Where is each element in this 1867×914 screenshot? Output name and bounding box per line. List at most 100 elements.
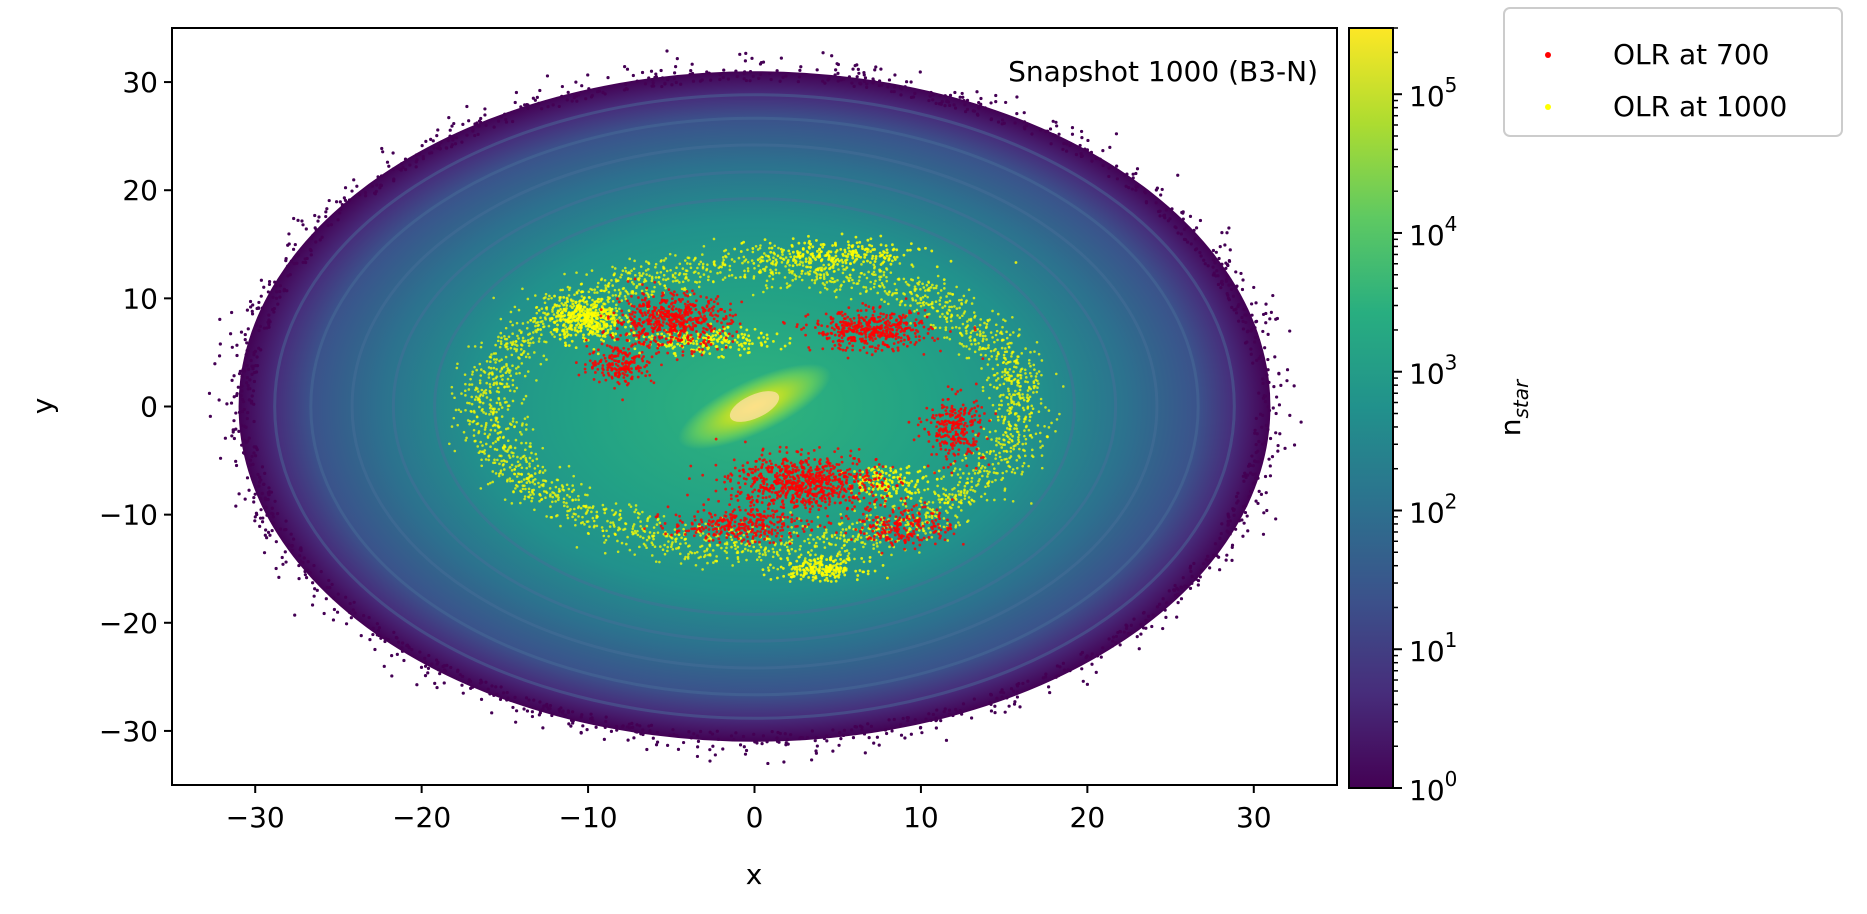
edge-star bbox=[331, 618, 336, 622]
edge-star bbox=[505, 690, 509, 695]
scatter-point bbox=[510, 343, 514, 347]
edge-star bbox=[1080, 154, 1084, 158]
scatter-point bbox=[801, 261, 804, 264]
scatter-point bbox=[555, 315, 558, 319]
scatter-point bbox=[641, 536, 645, 540]
scatter-point bbox=[992, 471, 996, 474]
scatter-point bbox=[992, 374, 996, 377]
scatter-point bbox=[464, 408, 467, 412]
edge-star bbox=[1243, 313, 1247, 317]
scatter-point bbox=[810, 278, 814, 282]
scatter-point bbox=[500, 415, 504, 418]
scatter-point bbox=[838, 288, 842, 291]
scatter-point bbox=[841, 264, 844, 268]
edge-star bbox=[312, 594, 316, 598]
scatter-point bbox=[879, 234, 883, 238]
scatter-point bbox=[712, 561, 715, 564]
scatter-point bbox=[1018, 397, 1022, 400]
scatter-point bbox=[930, 508, 934, 512]
scatter-point bbox=[1039, 446, 1042, 449]
scatter-point bbox=[851, 522, 854, 526]
scatter-point bbox=[650, 554, 654, 557]
edge-star bbox=[1139, 623, 1143, 627]
scatter-point bbox=[870, 257, 874, 260]
scatter-series bbox=[448, 232, 1065, 583]
scatter-point bbox=[1035, 390, 1039, 394]
scatter-point bbox=[771, 547, 775, 551]
edge-star bbox=[1261, 329, 1265, 334]
edge-star bbox=[486, 687, 490, 691]
edge-star bbox=[722, 68, 726, 72]
edge-star bbox=[255, 512, 259, 517]
edge-star bbox=[995, 696, 999, 700]
scatter-point bbox=[499, 382, 503, 386]
edge-star bbox=[1237, 319, 1241, 323]
scatter-point bbox=[545, 358, 548, 361]
scatter-point bbox=[544, 340, 548, 344]
edge-star bbox=[781, 75, 785, 79]
scatter-point bbox=[555, 478, 559, 482]
edge-star bbox=[447, 116, 451, 120]
scatter-point bbox=[824, 528, 828, 532]
edge-star bbox=[483, 107, 487, 111]
scatter-point bbox=[1054, 372, 1058, 376]
edge-star bbox=[654, 743, 659, 747]
scatter-point bbox=[1009, 397, 1013, 401]
edge-star bbox=[281, 562, 285, 566]
scatter-point bbox=[776, 254, 780, 258]
edge-star bbox=[778, 79, 782, 83]
scatter-point bbox=[987, 346, 990, 350]
edge-star bbox=[1255, 432, 1259, 436]
edge-star bbox=[296, 254, 300, 258]
edge-star bbox=[311, 581, 315, 585]
scatter-point bbox=[674, 540, 678, 543]
edge-star bbox=[1253, 428, 1257, 432]
edge-star bbox=[1299, 420, 1303, 424]
scatter-point bbox=[810, 252, 814, 256]
edge-star bbox=[244, 381, 249, 385]
scatter-point bbox=[1030, 411, 1034, 415]
scatter-point bbox=[634, 292, 638, 295]
scatter-point bbox=[561, 328, 565, 332]
scatter-point bbox=[830, 534, 834, 537]
scatter-point bbox=[1012, 370, 1015, 373]
scatter-point bbox=[849, 262, 852, 266]
scatter-point bbox=[850, 286, 854, 290]
edge-star bbox=[1164, 208, 1169, 212]
scatter-point bbox=[887, 258, 891, 262]
scatter-point bbox=[878, 278, 882, 281]
edge-star bbox=[769, 77, 773, 82]
edge-star bbox=[419, 665, 424, 669]
scatter-point bbox=[967, 288, 971, 292]
scatter-point bbox=[524, 394, 528, 398]
scatter-point bbox=[985, 338, 988, 341]
scatter-point bbox=[578, 310, 582, 314]
edge-star bbox=[483, 113, 487, 117]
scatter-point bbox=[527, 495, 531, 499]
scatter-point bbox=[538, 499, 541, 503]
scatter-point bbox=[619, 509, 622, 513]
edge-star bbox=[296, 218, 300, 222]
scatter-point bbox=[529, 442, 532, 445]
edge-star bbox=[871, 77, 875, 81]
scatter-point bbox=[615, 309, 619, 313]
scatter-point bbox=[576, 319, 580, 323]
scatter-point bbox=[481, 394, 485, 397]
scatter-point bbox=[499, 340, 503, 343]
scatter-point bbox=[488, 413, 491, 416]
edge-star bbox=[1274, 431, 1278, 435]
edge-star bbox=[217, 398, 221, 402]
scatter-point bbox=[610, 317, 614, 321]
edge-star bbox=[1260, 425, 1264, 429]
edge-star bbox=[400, 162, 404, 166]
scatter-point bbox=[721, 278, 725, 281]
edge-star bbox=[303, 569, 307, 574]
scatter-point bbox=[706, 547, 709, 551]
edge-star bbox=[1274, 411, 1278, 416]
scatter-point bbox=[779, 247, 783, 251]
scatter-point bbox=[1005, 434, 1009, 438]
scatter-point bbox=[596, 515, 599, 518]
scatter-point bbox=[464, 439, 468, 442]
scatter-point bbox=[993, 498, 996, 502]
scatter-point bbox=[602, 534, 606, 538]
